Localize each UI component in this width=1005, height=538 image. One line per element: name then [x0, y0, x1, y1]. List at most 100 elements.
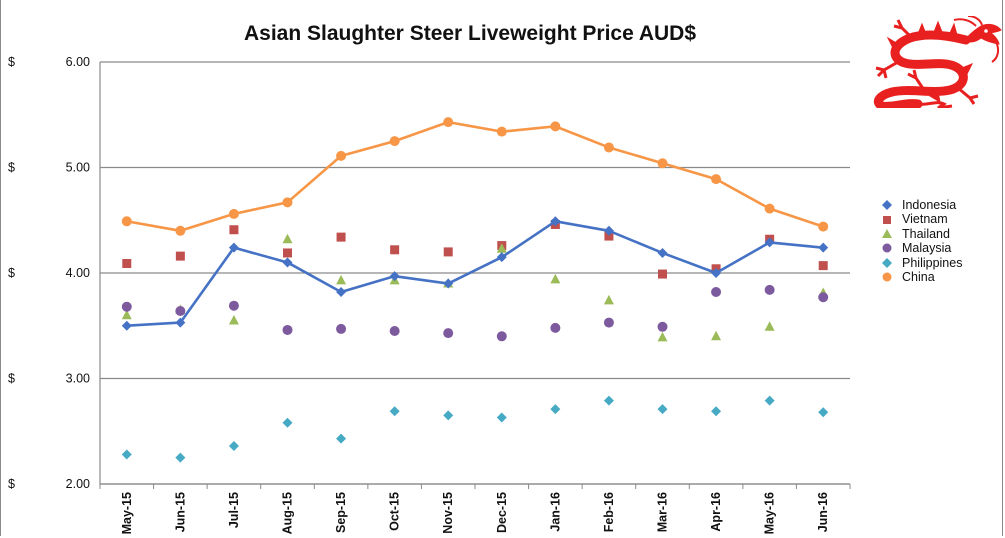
y-tick-label: 6.00: [66, 55, 90, 69]
legend-item-thailand: Thailand: [880, 227, 962, 241]
data-point-vietnam: [658, 269, 667, 279]
data-point-malaysia: [818, 292, 829, 303]
y-tick-label: 2.00: [66, 477, 90, 491]
data-point-indonesia: [228, 242, 239, 253]
data-point-china: [818, 221, 829, 232]
data-point-thailand: [550, 273, 561, 284]
data-point-indonesia: [389, 271, 400, 282]
x-tick-label: Oct-15: [388, 492, 402, 531]
data-point-thailand: [764, 321, 775, 331]
data-point-china: [711, 174, 722, 185]
x-tick-label: Dec-15: [495, 492, 509, 533]
data-point-vietnam: [443, 247, 453, 257]
data-point-philippines: [336, 433, 347, 444]
data-point-malaysia: [711, 286, 722, 297]
data-point-vietnam: [122, 259, 132, 269]
data-point-vietnam: [175, 251, 185, 261]
y-tick-prefix: $: [8, 266, 15, 280]
data-point-philippines: [496, 412, 507, 423]
legend-marker-china: [882, 272, 892, 282]
y-tick-label: 3.00: [66, 372, 90, 386]
data-point-indonesia: [818, 242, 829, 253]
x-tick-label: Feb-16: [602, 492, 616, 532]
data-point-indonesia: [764, 237, 775, 248]
data-point-indonesia: [282, 257, 293, 268]
data-point-indonesia: [657, 247, 668, 258]
legend-item-vietnam: Vietnam: [880, 212, 962, 226]
data-point-malaysia: [550, 322, 561, 333]
data-point-thailand: [282, 233, 293, 244]
x-tick-label: Jun-16: [816, 492, 830, 532]
data-point-china: [550, 121, 561, 132]
legend-label: Malaysia: [902, 241, 952, 256]
chart-legend: Indonesia Vietnam Thailand Malaysia Philippi…: [880, 198, 962, 284]
series-line-indonesia: [126, 220, 824, 328]
data-point-philippines: [389, 406, 400, 417]
chart-title: Asian Slaughter Steer Liveweight Price A…: [243, 22, 697, 45]
legend-marker-thailand: [882, 228, 892, 238]
data-point-thailand: [657, 331, 668, 342]
data-point-indonesia: [443, 278, 454, 289]
legend-marker-indonesia: [882, 200, 892, 211]
x-tick-label: Apr-16: [709, 492, 723, 532]
x-tick-label: Mar-16: [656, 492, 670, 532]
data-point-indonesia: [121, 320, 132, 331]
data-point-malaysia: [282, 324, 293, 335]
data-point-china: [764, 203, 775, 214]
x-tick-label: Sep-15: [334, 492, 348, 533]
legend-item-china: China: [880, 270, 962, 284]
red-dragon-icon: [873, 16, 1002, 108]
legend-marker-vietnam: [883, 215, 891, 224]
data-point-philippines: [175, 452, 186, 463]
data-point-indonesia: [550, 216, 561, 227]
data-point-malaysia: [603, 317, 614, 328]
data-point-vietnam: [336, 232, 346, 242]
data-point-vietnam: [283, 248, 292, 258]
data-point-china: [175, 225, 186, 236]
legend-marker-philippines: [882, 257, 892, 268]
data-point-china: [603, 142, 614, 153]
data-point-china: [336, 150, 347, 161]
x-tick-label: Jan-16: [548, 492, 562, 532]
x-tick-label: Nov-15: [441, 492, 455, 534]
data-point-indonesia: [336, 286, 347, 297]
data-point-malaysia: [389, 326, 400, 337]
legend-item-malaysia: Malaysia: [880, 241, 962, 255]
data-point-china: [282, 197, 293, 208]
data-point-indonesia: [603, 225, 614, 236]
data-point-malaysia: [175, 305, 186, 316]
data-point-vietnam: [818, 261, 828, 271]
legend-marker-malaysia: [882, 243, 892, 253]
data-point-philippines: [711, 406, 722, 417]
data-point-indonesia: [496, 252, 507, 263]
y-tick-prefix: $: [8, 477, 15, 491]
data-point-thailand: [121, 309, 132, 320]
data-point-malaysia: [657, 321, 668, 332]
data-point-philippines: [228, 441, 239, 452]
x-tick-label: Aug-15: [281, 492, 295, 534]
data-point-thailand: [228, 314, 239, 325]
legend-label: Vietnam: [902, 212, 948, 227]
data-point-china: [496, 126, 507, 137]
data-point-philippines: [443, 410, 454, 421]
y-tick-label: 4.00: [66, 266, 90, 280]
legend-label: China: [902, 269, 935, 284]
data-point-china: [389, 136, 400, 147]
data-point-philippines: [818, 407, 829, 418]
y-tick-label: 5.00: [66, 161, 90, 175]
data-point-malaysia: [764, 284, 775, 295]
data-point-malaysia: [336, 323, 347, 334]
data-point-vietnam: [390, 245, 400, 255]
data-point-thailand: [336, 274, 347, 285]
y-tick-prefix: $: [8, 372, 15, 386]
data-point-philippines: [657, 404, 668, 415]
data-point-philippines: [282, 417, 293, 428]
data-point-indonesia: [711, 268, 722, 278]
data-point-malaysia: [228, 300, 239, 311]
x-tick-label: May-15: [120, 492, 134, 534]
data-point-thailand: [496, 243, 507, 253]
data-point-malaysia: [496, 331, 507, 342]
y-tick-prefix: $: [8, 55, 15, 69]
